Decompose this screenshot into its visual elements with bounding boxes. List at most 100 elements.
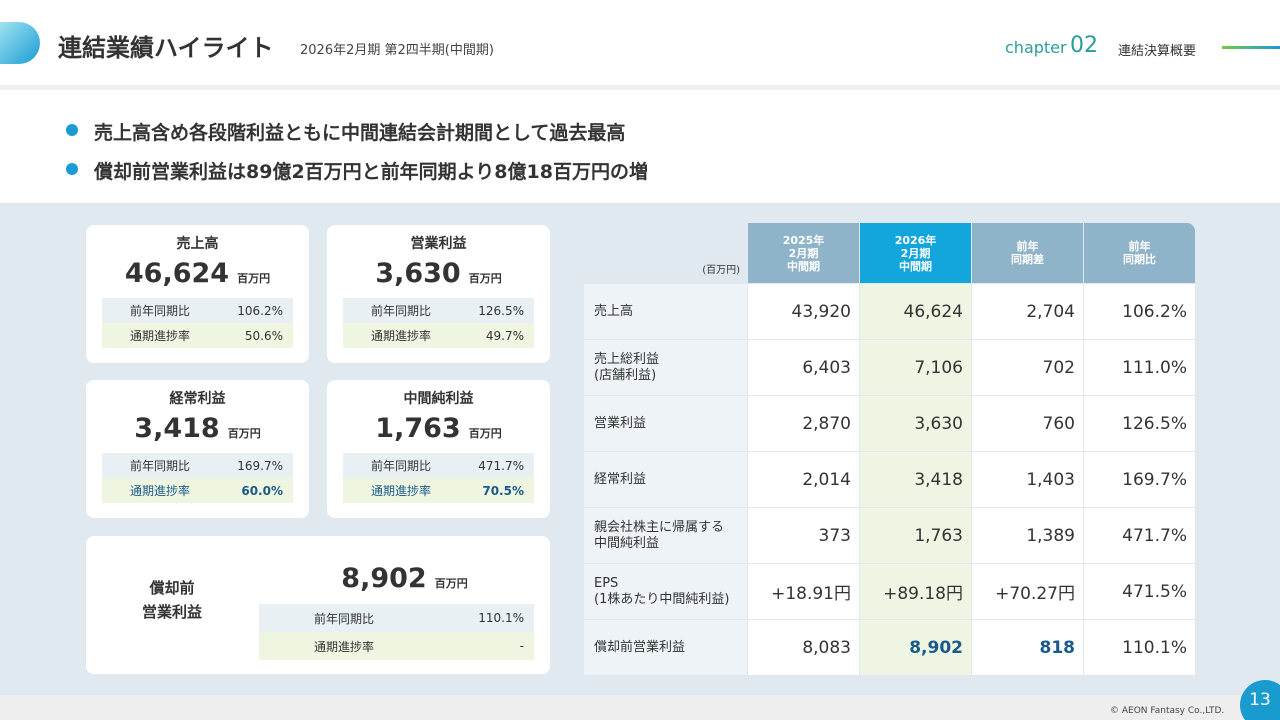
table-label-line: 売上高 [594,303,634,319]
footer-bg [0,695,1280,720]
table-row-label: 営業利益 [584,396,747,451]
card-row: 通期進捗率 60.0% [102,478,293,503]
card-row: 前年同期比 471.7% [343,453,534,478]
table-label-line: (1株あたり中間純利益) [594,591,730,607]
card-row-value: 106.2% [237,303,283,318]
table-cell: 106.2% [1084,284,1195,339]
card-row-label: 前年同期比 [314,611,375,626]
card-value: 3,418 [134,413,220,444]
table-cell: 2,704 [972,284,1083,339]
bullet-dot [66,163,78,175]
table-label-line: (店舗利益) [594,367,657,383]
card-row-value: 70.5% [482,483,524,498]
table-header-line: 中間期 [899,259,932,273]
table-cell: 373 [748,508,859,563]
card-title: 営業利益 [410,236,467,252]
table-header-line: 前年 [1016,240,1039,253]
card-value-row: 8,902 百万円 [259,563,550,594]
table-unit: (百万円) [702,265,740,276]
table-header-line: 2026年 [894,233,937,247]
table-label-line: EPS [594,575,619,591]
card-row-label: 通期進捗率 [130,329,191,343]
divider [0,85,1280,90]
table-cell: 760 [972,396,1083,451]
card-row-label: 前年同期比 [130,459,191,473]
table-cell: 471.7% [1084,508,1195,563]
table-header-line: 2月期 [788,246,819,260]
table-cell: +89.18円 [860,564,971,619]
card-unit: 百万円 [237,272,271,285]
card-row: 前年同期比 106.2% [102,298,293,323]
card-row-value: 49.7% [485,328,524,343]
table-cell: 818 [972,620,1083,675]
card-row: 通期進捗率 49.7% [343,323,534,348]
table-header-line: 同期差 [1011,253,1044,266]
card-title: 償却前 営業利益 [86,576,258,624]
card-row-value: 110.1% [478,611,524,625]
table-row-label: 経常利益 [584,452,747,507]
bullet-text: 償却前営業利益は89億2百万円と前年同期より8億18百万円の増 [94,161,648,183]
card-row-label: 前年同期比 [371,459,432,473]
card-value: 8,902 [341,563,427,594]
card-row-label: 前年同期比 [130,304,191,318]
card-unit: 百万円 [468,272,502,285]
card-row-value: - [519,639,524,653]
table-row-label: 売上高 [584,284,747,339]
card-title: 売上高 [176,236,219,252]
card-row-label: 通期進捗率 [371,484,432,498]
card-title: 中間純利益 [403,391,474,407]
table-header-line: 同期比 [1123,253,1156,266]
chapter-label: chapter [1005,38,1067,57]
card-row-label: 通期進捗率 [130,484,191,498]
table-cell: 1,763 [860,508,971,563]
card-row: 通期進捗率 50.6% [102,323,293,348]
chapter-number: 02 [1070,33,1098,58]
table-header: 2026年 2月期 中間期 [860,223,971,283]
card-row-value: 50.6% [244,328,283,343]
card-value-row: 3,418 百万円 [86,413,309,444]
table-cell: 3,630 [860,396,971,451]
table-cell: +70.27円 [972,564,1083,619]
table-header-line: 前年 [1128,240,1151,253]
subtitle: 2026年2月期 第2四半期(中間期) [300,43,494,58]
table-header-line: 2025年 [782,233,825,247]
table-cell: 2,870 [748,396,859,451]
card-title-line: 償却前 [149,579,195,597]
table-cell: 8,902 [860,620,971,675]
copyright: © AEON Fantasy Co.,LTD. [1110,706,1225,716]
card-row-label: 通期進捗率 [314,639,375,654]
card-value-row: 1,763 百万円 [327,413,550,444]
table-cell: 2,014 [748,452,859,507]
card-row: 前年同期比 169.7% [102,453,293,478]
table-cell: 471.5% [1084,564,1195,619]
bullet-dot [66,124,78,136]
table-label-line: 経常利益 [594,471,647,487]
table-cell: 169.7% [1084,452,1195,507]
bullet-text: 売上高含め各段階利益ともに中間連結会計期間として過去最高 [94,122,626,144]
table-cell: 6,403 [748,340,859,395]
table-row-label: 売上総利益 (店舗利益) [584,340,747,395]
card-row: 通期進捗率 - [259,632,534,660]
table-label-line: 償却前営業利益 [594,639,686,655]
table-cell: 126.5% [1084,396,1195,451]
table-cell: 43,920 [748,284,859,339]
table-row-label: EPS (1株あたり中間純利益) [584,564,747,619]
table-header: 前年 同期比 [1084,223,1195,283]
card-unit: 百万円 [227,427,261,440]
section: 連結決算概要 [1118,44,1197,59]
card-value-row: 46,624 百万円 [86,258,309,289]
table-cell: 110.1% [1084,620,1195,675]
card-row: 前年同期比 110.1% [259,604,534,632]
card-value: 1,763 [375,413,461,444]
card-title: 経常利益 [169,391,226,407]
header-line [1222,46,1280,49]
table-label-line: 売上総利益 [594,351,660,367]
card-row: 通期進捗率 70.5% [343,478,534,503]
header-mark [0,22,40,64]
table-label-line: 親会社株主に帰属する [594,519,725,535]
card-unit: 百万円 [468,427,502,440]
table-cell: 1,389 [972,508,1083,563]
table-cell: 1,403 [972,452,1083,507]
card-row-value: 126.5% [478,303,524,318]
